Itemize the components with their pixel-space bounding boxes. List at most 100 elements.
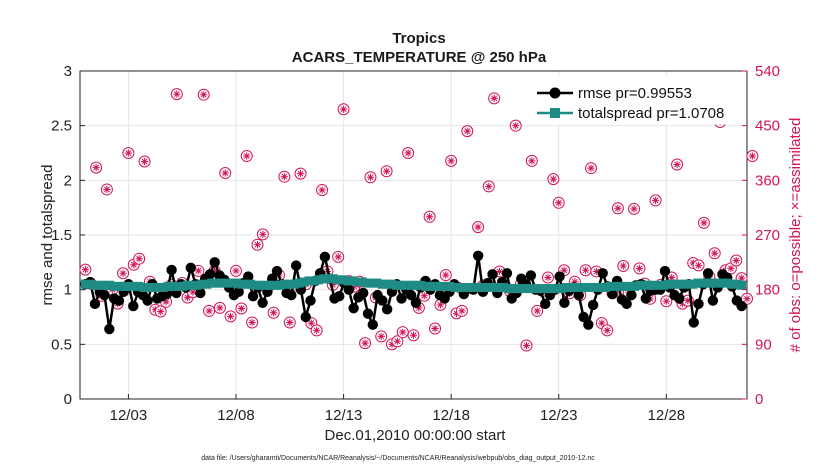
spread-point [664, 279, 674, 289]
obs-assimilated-marker [732, 256, 740, 265]
obs-point [396, 326, 409, 339]
spread-point [625, 281, 635, 291]
spread-point [139, 282, 149, 292]
left-tick-label: 1 [64, 282, 72, 299]
spread-point [712, 278, 722, 288]
obs-point [337, 103, 350, 116]
spread-point [304, 276, 314, 286]
obs-point [380, 165, 393, 178]
obs-assimilated-marker [183, 293, 192, 302]
rmse-point [89, 298, 101, 310]
spread-point [528, 284, 538, 294]
spread-point [90, 280, 100, 290]
spread-point [440, 281, 450, 291]
spread-point [372, 278, 382, 288]
rmse-point [104, 323, 115, 335]
obs-point [541, 271, 554, 284]
spread-point [343, 276, 353, 286]
left-tick-label: 0.5 [51, 336, 72, 353]
obs-assimilated-marker [393, 337, 401, 345]
obs-assimilated-marker [119, 269, 127, 277]
spread-point [615, 281, 625, 291]
spread-point [537, 284, 547, 294]
rmse-point [257, 297, 268, 308]
rmse-point [707, 295, 719, 306]
rmse-point [487, 269, 498, 280]
spread-point [562, 282, 572, 292]
obs-point [628, 202, 641, 215]
spread-point [173, 281, 183, 291]
spread-point [357, 277, 367, 287]
spread-point [406, 280, 416, 290]
obs-assimilated-marker [130, 261, 138, 269]
obs-assimilated-marker [436, 301, 444, 309]
spread-point [426, 281, 436, 291]
spread-point [503, 284, 513, 294]
obs-point [649, 194, 662, 207]
spread-point [596, 282, 606, 292]
obs-point [246, 316, 259, 329]
rmse-point [659, 265, 671, 277]
spread-point [401, 280, 411, 290]
spread-point [100, 280, 110, 290]
obs-assimilated-marker [458, 307, 466, 315]
spread-point [319, 274, 329, 284]
obs-assimilated-marker [221, 169, 229, 177]
right-tick-label: 90 [755, 336, 772, 353]
obs-assimilated-marker [399, 328, 407, 336]
spread-point [396, 280, 406, 290]
spread-point [119, 281, 129, 291]
obs-point [79, 263, 92, 276]
rmse-point [396, 293, 407, 304]
obs-assimilated-marker [313, 326, 321, 334]
rmse-point [501, 268, 513, 279]
obs-assimilated-marker [248, 318, 256, 327]
spread-point [591, 282, 601, 292]
y-axis-right-label: # of obs: o=possible; ×=assimilated [787, 118, 804, 353]
spread-point [722, 278, 732, 288]
obs-point [391, 335, 404, 348]
obs-point [235, 302, 248, 315]
obs-assimilated-marker [216, 304, 224, 312]
spread-point [571, 282, 581, 292]
spread-point [518, 284, 528, 294]
obs-point [633, 262, 646, 275]
obs-assimilated-marker [232, 267, 240, 275]
spread-point [207, 278, 217, 288]
spread-point [435, 281, 445, 291]
obs-assimilated-marker [490, 94, 498, 102]
legend-rmse-label: rmse pr=0.99553 [578, 85, 692, 102]
obs-point [90, 161, 103, 174]
obs-point [472, 221, 485, 234]
obs-point [332, 250, 345, 263]
obs-point [251, 238, 264, 251]
rmse-point [305, 295, 316, 306]
obs-assimilated-marker [307, 319, 315, 327]
spread-point [202, 279, 212, 289]
obs-assimilated-marker [162, 298, 170, 306]
spread-point [153, 282, 163, 292]
obs-assimilated-marker [668, 273, 676, 282]
spread-point [241, 279, 251, 289]
obs-assimilated-marker [210, 267, 219, 275]
spread-point [639, 280, 649, 290]
obs-assimilated-marker [318, 186, 326, 194]
obs-series [79, 88, 759, 352]
spread-point [197, 279, 207, 289]
obs-point [364, 171, 377, 184]
obs-point [138, 155, 151, 168]
rmse-point [554, 271, 565, 282]
obs-assimilated-marker [738, 274, 746, 282]
obs-assimilated-marker [442, 271, 450, 279]
right-tick-label: 270 [755, 227, 780, 244]
obs-point [429, 322, 442, 335]
spread-point [255, 280, 265, 290]
data-file-footnote: data file: /Users/gharamti/Documents/NCA… [201, 455, 595, 462]
obs-point [585, 162, 598, 175]
obs-assimilated-marker [280, 173, 289, 181]
spread-point [221, 278, 231, 288]
obs-point [708, 247, 721, 260]
spread-point [673, 279, 683, 289]
spread-point [80, 279, 90, 289]
rmse-point [195, 287, 206, 299]
